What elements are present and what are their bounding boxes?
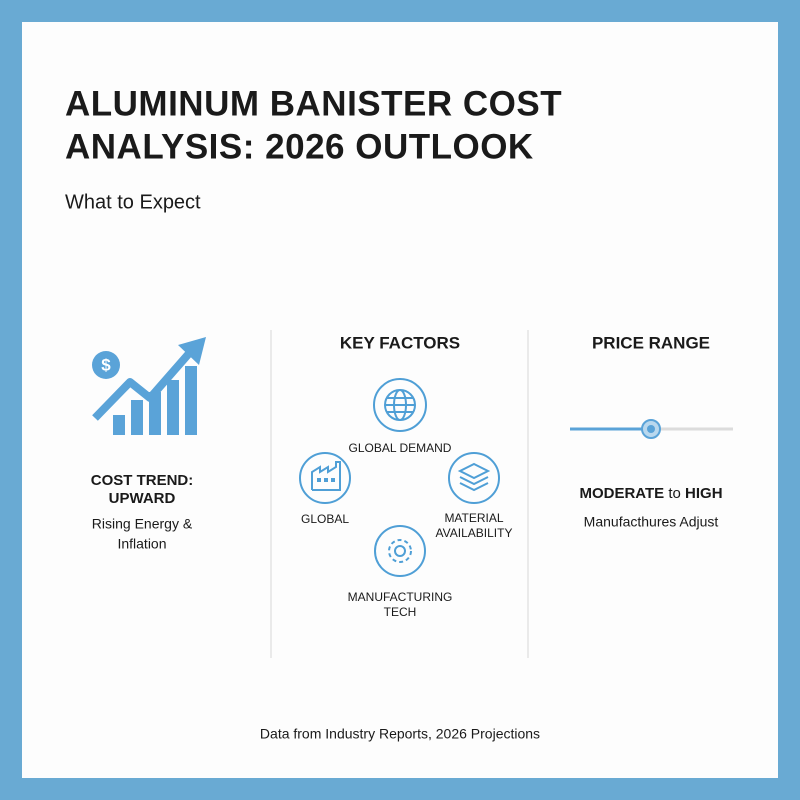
range-slider bbox=[570, 419, 733, 439]
factory-icon bbox=[299, 452, 351, 504]
title-line: ALUMINUM BANISTER COST bbox=[65, 84, 562, 123]
trend-heading: COST TREND: bbox=[91, 472, 194, 489]
stack-icon bbox=[448, 452, 500, 504]
level-to: HIGH bbox=[685, 485, 723, 502]
price-level: MODERATE to HIGH bbox=[579, 485, 722, 502]
trend-heading: UPWARD bbox=[109, 490, 176, 507]
price-note: Manufacthures Adjust bbox=[584, 514, 719, 530]
factor-label: MATERIAL bbox=[444, 511, 503, 525]
globe-icon bbox=[373, 378, 427, 432]
footer: Data from Industry Reports, 2026 Project… bbox=[260, 726, 540, 742]
trend-icon: $ bbox=[92, 337, 206, 435]
factors-heading: KEY FACTORS bbox=[340, 333, 460, 352]
factor-label: AVAILABILITY bbox=[436, 526, 513, 540]
factor-label: GLOBAL bbox=[301, 512, 349, 526]
title-line: ANALYSIS: 2026 OUTLOOK bbox=[65, 127, 534, 166]
factor-label: MANUFACTURING bbox=[348, 590, 453, 604]
trend-description: Rising Energy & bbox=[92, 516, 193, 532]
gear-icon bbox=[374, 525, 426, 577]
factor-label: GLOBAL DEMAND bbox=[349, 441, 452, 455]
subtitle: What to Expect bbox=[65, 191, 201, 213]
level-from: MODERATE bbox=[579, 485, 664, 502]
price-heading: PRICE RANGE bbox=[592, 333, 710, 352]
level-connector: to bbox=[668, 485, 681, 502]
svg-text:$: $ bbox=[101, 355, 111, 374]
factor-label: TECH bbox=[384, 605, 417, 619]
trend-description: Inflation bbox=[117, 536, 166, 552]
